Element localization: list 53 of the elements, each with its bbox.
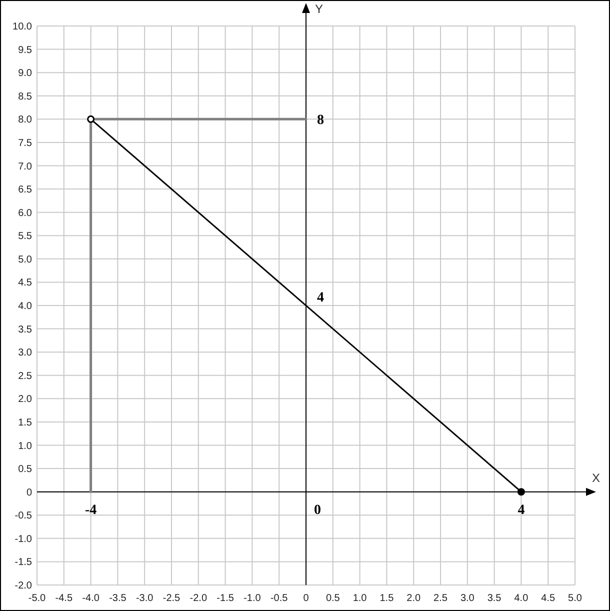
y-tick-label: 9.5	[18, 44, 32, 56]
y-tick-label: 2.0	[18, 394, 32, 406]
x-tick-label: 5.0	[568, 593, 582, 604]
y-tick-label: 8.0	[18, 114, 32, 126]
x-tick-label: 4.5	[541, 593, 556, 604]
y-tick-label: 6.5	[18, 184, 32, 196]
y-tick-label: 0	[26, 487, 32, 498]
y-tick-label: 8.5	[18, 91, 32, 102]
y-tick-label: 4.0	[18, 301, 32, 312]
x-axis-title: X	[592, 470, 600, 485]
y-tick-label: 0.5	[18, 464, 32, 476]
x-tick-label: 0	[303, 593, 310, 604]
annotation: 0	[314, 502, 321, 518]
annotation: 4	[518, 502, 525, 518]
x-tick-label: -4.0	[82, 593, 100, 604]
y-tick-label: 6.0	[18, 208, 32, 219]
x-tick-label: 2.0	[406, 593, 421, 604]
annotation: -4	[84, 502, 97, 518]
x-tick-label: -3.5	[109, 593, 127, 604]
y-tick-label: 9.0	[18, 68, 32, 80]
y-tick-label: 10.0	[12, 22, 32, 32]
x-tick-label: 3.5	[487, 593, 502, 604]
y-tick-label: 3.5	[18, 324, 32, 336]
annotation: 4	[317, 290, 324, 306]
y-tick-label: 5.0	[18, 254, 32, 266]
y-tick-label: 2.5	[18, 370, 32, 382]
y-tick-label: 5.5	[18, 231, 32, 242]
y-axis-title: Y	[315, 2, 324, 16]
y-tick-label: -1.5	[14, 557, 32, 568]
y-tick-label: 3.0	[18, 348, 32, 359]
x-tick-label: 1.0	[352, 593, 368, 604]
y-tick-label: 1.0	[18, 440, 32, 452]
x-tick-label: -4.5	[55, 593, 73, 604]
x-tick-label: 0.5	[326, 593, 340, 604]
x-tick-label: 3.0	[460, 593, 475, 604]
x-tick-label: 2.5	[434, 593, 448, 604]
y-tick-label: 7.5	[18, 138, 32, 149]
y-tick-label: 4.5	[18, 278, 32, 289]
y-tick-label: 7.0	[18, 161, 32, 172]
x-tick-label: -1.5	[216, 593, 234, 604]
x-tick-label: -1.0	[244, 593, 262, 604]
annotation: 8	[317, 113, 324, 128]
y-tick-label: -2.0	[14, 580, 32, 592]
x-tick-label: 4.0	[514, 593, 529, 604]
x-tick-label: -2.5	[162, 593, 181, 604]
x-tick-label: -5.0	[28, 593, 46, 604]
x-tick-label: -2.0	[190, 593, 208, 604]
x-tick-label: -0.5	[270, 593, 288, 604]
y-tick-label: -0.5	[14, 510, 32, 522]
y-tick-label: -1.0	[14, 534, 32, 545]
y-tick-label: 1.5	[18, 417, 32, 428]
x-tick-label: -3.0	[136, 593, 154, 604]
x-tick-label: 1.5	[380, 593, 394, 604]
